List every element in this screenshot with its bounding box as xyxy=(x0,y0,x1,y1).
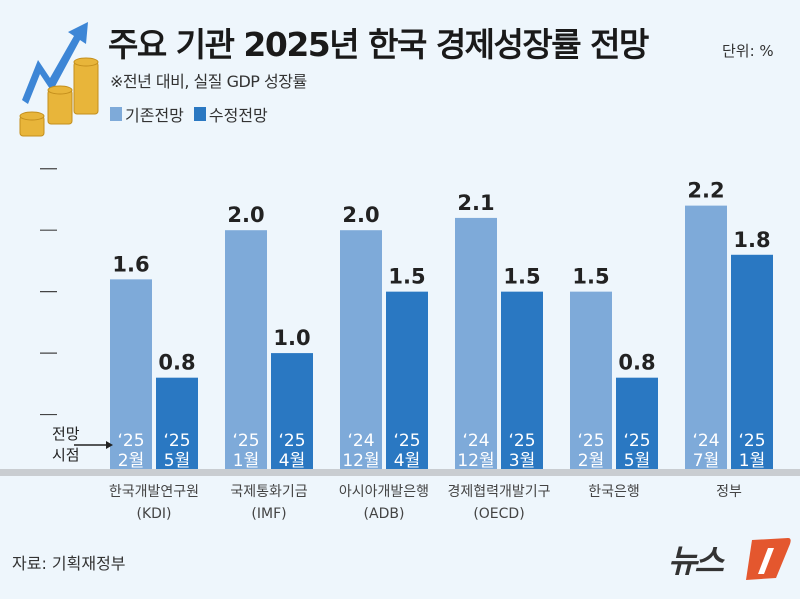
x-tick-abbr: (IMF) xyxy=(251,506,286,522)
forecast-date-year: ‘25 xyxy=(508,431,535,451)
svg-text:뉴스: 뉴스 xyxy=(668,542,725,580)
legend-item-previous: 기존전망 xyxy=(110,102,184,126)
forecast-date-year: ‘25 xyxy=(117,431,144,451)
forecast-date-month: 12월 xyxy=(342,451,379,471)
forecast-date-month: 2월 xyxy=(118,451,144,471)
bar xyxy=(685,205,727,469)
forecast-point-line1: 전망 xyxy=(52,425,80,443)
forecast-date-month: 7월 xyxy=(693,451,719,471)
data-label: 2.1 xyxy=(457,191,494,215)
decoration-icon xyxy=(19,22,99,137)
news1-logo: 뉴스 xyxy=(668,534,792,586)
bar xyxy=(731,254,773,469)
forecast-date-month: 4월 xyxy=(279,451,305,471)
forecast-date-month: 4월 xyxy=(394,451,420,471)
legend-label: 수정전망 xyxy=(208,106,268,125)
bar xyxy=(225,230,267,469)
bar xyxy=(271,353,313,469)
x-tick-label: 한국개발연구원 xyxy=(109,484,199,500)
data-label: 1.5 xyxy=(503,265,540,289)
x-tick-label: 한국은행 xyxy=(588,484,640,500)
x-tick-label: 정부 xyxy=(716,484,742,500)
legend-swatch xyxy=(110,107,122,121)
x-tick-abbr: (OECD) xyxy=(473,506,524,522)
forecast-date-year: ‘25 xyxy=(393,431,420,451)
source-note: 자료: 기획재정부 xyxy=(12,554,126,573)
x-tick-label: 국제통화기금 xyxy=(230,484,307,500)
data-label: 1.5 xyxy=(572,265,609,289)
data-label: 0.8 xyxy=(158,351,195,375)
unit-label: 단위: % xyxy=(722,42,774,60)
bar xyxy=(156,377,198,469)
forecast-date-month: 5월 xyxy=(164,451,190,471)
forecast-date-month: 1월 xyxy=(739,451,765,471)
data-label: 1.8 xyxy=(733,228,770,252)
legend-item-revised: 수정전망 xyxy=(193,102,268,126)
data-label: 1.6 xyxy=(112,252,149,276)
forecast-date-month: 5월 xyxy=(624,451,650,471)
bar xyxy=(455,217,497,469)
forecast-date-month: 3월 xyxy=(509,451,535,471)
bar xyxy=(501,291,543,469)
forecast-date-year: ‘25 xyxy=(163,431,190,451)
x-tick-label: 아시아개발은행 xyxy=(339,484,429,500)
forecast-date-year: ‘25 xyxy=(738,431,765,451)
subtitle: ※전년 대비, 실질 GDP 성장률 xyxy=(110,72,307,91)
data-label: 1.5 xyxy=(388,265,425,289)
forecast-date-year: ‘24 xyxy=(462,431,489,451)
x-tick-label: 경제협력개발기구 xyxy=(447,484,550,500)
bar xyxy=(570,291,612,469)
forecast-point-line2: 시점 xyxy=(52,446,80,464)
baseline xyxy=(0,469,800,476)
forecast-date-month: 2월 xyxy=(578,451,604,471)
legend: 기존전망 수정전망 xyxy=(110,102,268,126)
forecast-date-year: ‘25 xyxy=(232,431,259,451)
data-label: 2.0 xyxy=(227,203,264,227)
data-label: 2.0 xyxy=(342,203,379,227)
bar xyxy=(386,291,428,469)
forecast-date-year: ‘24 xyxy=(692,431,719,451)
data-label: 1.0 xyxy=(273,326,310,350)
x-tick-abbr: (ADB) xyxy=(364,506,405,522)
bar xyxy=(340,230,382,469)
page-title: 주요 기관 2025년 한국 경제성장률 전망 xyxy=(108,25,649,64)
forecast-date-month: 1월 xyxy=(233,451,259,471)
forecast-date-year: ‘25 xyxy=(278,431,305,451)
arrow-icon xyxy=(74,441,113,449)
forecast-point-label: 전망 시점 xyxy=(52,424,80,466)
data-label: 0.8 xyxy=(618,351,655,375)
forecast-date-year: ‘25 xyxy=(623,431,650,451)
data-label: 2.2 xyxy=(687,179,724,203)
bar xyxy=(616,377,658,469)
forecast-date-month: 12월 xyxy=(457,451,494,471)
x-tick-abbr: (KDI) xyxy=(136,506,171,522)
forecast-date-year: ‘24 xyxy=(347,431,374,451)
forecast-date-year: ‘25 xyxy=(577,431,604,451)
bar xyxy=(110,279,152,469)
legend-swatch xyxy=(193,107,206,121)
legend-label: 기존전망 xyxy=(125,106,184,125)
